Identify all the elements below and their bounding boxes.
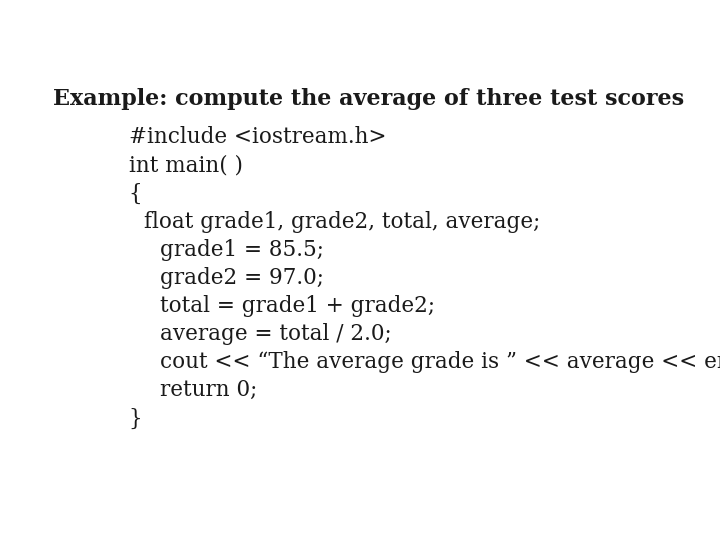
Text: return 0;: return 0; — [160, 379, 257, 401]
Text: int main( ): int main( ) — [129, 154, 243, 177]
Text: average = total / 2.0;: average = total / 2.0; — [160, 323, 392, 345]
Text: total = grade1 + grade2;: total = grade1 + grade2; — [160, 295, 435, 317]
Text: cout << “The average grade is ” << average << endl;: cout << “The average grade is ” << avera… — [160, 351, 720, 373]
Text: float grade1, grade2, total, average;: float grade1, grade2, total, average; — [144, 211, 541, 233]
Text: {: { — [129, 183, 143, 205]
Text: #include <iostream.h>: #include <iostream.h> — [129, 126, 386, 149]
Text: grade1 = 85.5;: grade1 = 85.5; — [160, 239, 323, 261]
Text: Example: compute the average of three test scores: Example: compute the average of three te… — [53, 88, 685, 110]
Text: grade2 = 97.0;: grade2 = 97.0; — [160, 267, 323, 289]
Text: }: } — [129, 408, 143, 429]
